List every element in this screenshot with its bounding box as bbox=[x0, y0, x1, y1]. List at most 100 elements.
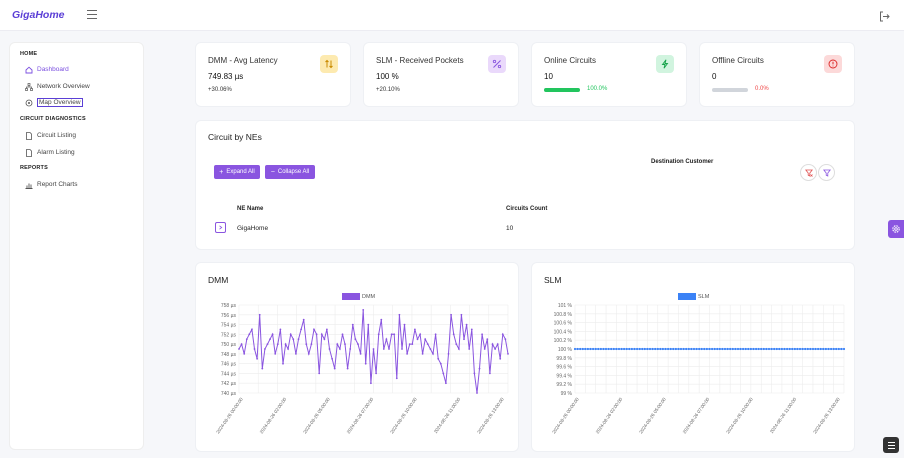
logout-icon[interactable] bbox=[879, 9, 890, 22]
kpi-title: Offline Circuits bbox=[712, 56, 764, 65]
plus-icon: + bbox=[219, 168, 224, 176]
data-point bbox=[437, 357, 440, 360]
y-tick-label: 752 µs bbox=[221, 332, 237, 338]
x-tick-label: 2024-08-26 10:00:00 bbox=[725, 396, 754, 434]
kpi-card-dmm: DMM - Avg Latency 749.83 µs +30.06% bbox=[195, 42, 351, 107]
data-point bbox=[243, 353, 246, 355]
data-point bbox=[390, 333, 393, 336]
data-point bbox=[703, 347, 706, 351]
data-point bbox=[310, 343, 313, 345]
filter-button[interactable] bbox=[818, 164, 835, 181]
data-point bbox=[271, 333, 274, 336]
sidebar-item-circuit-listing[interactable]: Circuit Listing bbox=[24, 130, 76, 141]
data-point bbox=[287, 348, 289, 350]
data-point bbox=[659, 347, 662, 351]
data-point bbox=[599, 347, 602, 351]
sidebar-item-label: Alarm Listing bbox=[37, 149, 75, 156]
clear-filter-button[interactable] bbox=[800, 164, 817, 181]
collapse-all-button[interactable]: − Collapse All bbox=[265, 165, 315, 179]
data-point bbox=[641, 347, 644, 351]
lightning-icon bbox=[656, 55, 674, 73]
data-point bbox=[476, 392, 478, 394]
data-point bbox=[339, 348, 341, 350]
data-point bbox=[801, 347, 804, 351]
dmm-chart-card: DMM DMM 758 µs 756 µs 754 µs 752 µs 750 µs 74… bbox=[195, 262, 519, 452]
data-point bbox=[791, 347, 794, 351]
data-point bbox=[723, 347, 727, 351]
settings-button[interactable] bbox=[888, 220, 904, 238]
chart-legend[interactable]: DMM bbox=[342, 293, 375, 300]
hamburger-menu-icon[interactable] bbox=[87, 10, 97, 19]
sidebar-item-network-overview[interactable]: Network Overview bbox=[24, 81, 90, 92]
kpi-title: Online Circuits bbox=[544, 56, 597, 65]
sidebar-item-report-charts[interactable]: Report Charts bbox=[24, 179, 77, 190]
data-point bbox=[752, 347, 755, 351]
kpi-title: DMM - Avg Latency bbox=[208, 56, 278, 65]
filter-clear-icon bbox=[804, 169, 813, 177]
data-point bbox=[261, 367, 264, 370]
data-point bbox=[328, 348, 331, 350]
data-point bbox=[468, 348, 471, 350]
data-point bbox=[439, 362, 442, 365]
menu-button[interactable] bbox=[883, 437, 899, 453]
data-point bbox=[362, 309, 365, 311]
data-point bbox=[682, 347, 685, 351]
data-point bbox=[266, 343, 269, 345]
column-header-ne-name[interactable]: NE Name bbox=[237, 206, 264, 212]
data-point bbox=[817, 347, 820, 351]
y-tick-label: 101 % bbox=[558, 303, 573, 309]
data-point bbox=[403, 323, 406, 326]
data-point bbox=[708, 347, 711, 351]
y-tick-label: 758 µs bbox=[221, 303, 237, 309]
data-point bbox=[687, 347, 690, 351]
data-point bbox=[674, 347, 677, 351]
column-header-circuits-count[interactable]: Circuits Count bbox=[506, 206, 548, 212]
slm-chart: 101 % 100.8 % 100.6 % 100.4 % 100.2 % 100 % 99… bbox=[551, 303, 846, 435]
data-point bbox=[256, 357, 258, 360]
data-point bbox=[827, 347, 830, 351]
kpi-change: +20.10% bbox=[376, 87, 400, 93]
data-point bbox=[295, 353, 297, 355]
chart-legend[interactable]: SLM bbox=[678, 293, 709, 300]
data-point bbox=[473, 372, 476, 375]
data-point bbox=[692, 347, 696, 351]
sidebar-item-map-overview[interactable]: Map Overview bbox=[24, 97, 83, 108]
expand-all-button[interactable]: + Expand All bbox=[214, 165, 260, 179]
data-point bbox=[842, 347, 846, 351]
data-point bbox=[623, 347, 626, 351]
data-point bbox=[240, 343, 243, 345]
data-point bbox=[434, 333, 437, 336]
data-point bbox=[731, 347, 734, 351]
legend-label: DMM bbox=[362, 293, 376, 300]
data-point bbox=[419, 333, 421, 336]
data-point bbox=[726, 347, 729, 351]
data-point bbox=[646, 347, 649, 351]
data-point bbox=[326, 328, 328, 331]
data-point bbox=[300, 328, 302, 331]
table-cell-circuits-count: 10 bbox=[506, 225, 514, 232]
data-point bbox=[253, 348, 256, 350]
data-point bbox=[672, 347, 675, 351]
y-tick-label: 100.4 % bbox=[554, 329, 573, 335]
sidebar-item-alarm-listing[interactable]: Alarm Listing bbox=[24, 147, 75, 158]
data-point bbox=[320, 333, 323, 336]
data-point bbox=[245, 338, 248, 341]
expand-row-icon[interactable] bbox=[215, 222, 226, 233]
data-point bbox=[367, 323, 370, 326]
y-tick-label: 99.6 % bbox=[556, 365, 572, 371]
data-point bbox=[411, 343, 414, 345]
data-point bbox=[747, 347, 750, 351]
data-point bbox=[625, 347, 628, 351]
data-point bbox=[398, 313, 401, 316]
data-point bbox=[586, 347, 589, 351]
sidebar-item-dashboard[interactable]: Dashboard bbox=[24, 64, 69, 75]
app-logo[interactable]: GigaHome bbox=[12, 9, 65, 21]
data-point bbox=[762, 347, 765, 351]
y-tick-label: 99.2 % bbox=[556, 382, 572, 388]
data-point bbox=[483, 348, 486, 350]
data-point bbox=[351, 323, 354, 326]
top-bar: GigaHome bbox=[0, 0, 904, 31]
data-point bbox=[579, 347, 582, 351]
data-point bbox=[667, 347, 670, 351]
kpi-title: SLM - Received Pockets bbox=[376, 56, 464, 65]
